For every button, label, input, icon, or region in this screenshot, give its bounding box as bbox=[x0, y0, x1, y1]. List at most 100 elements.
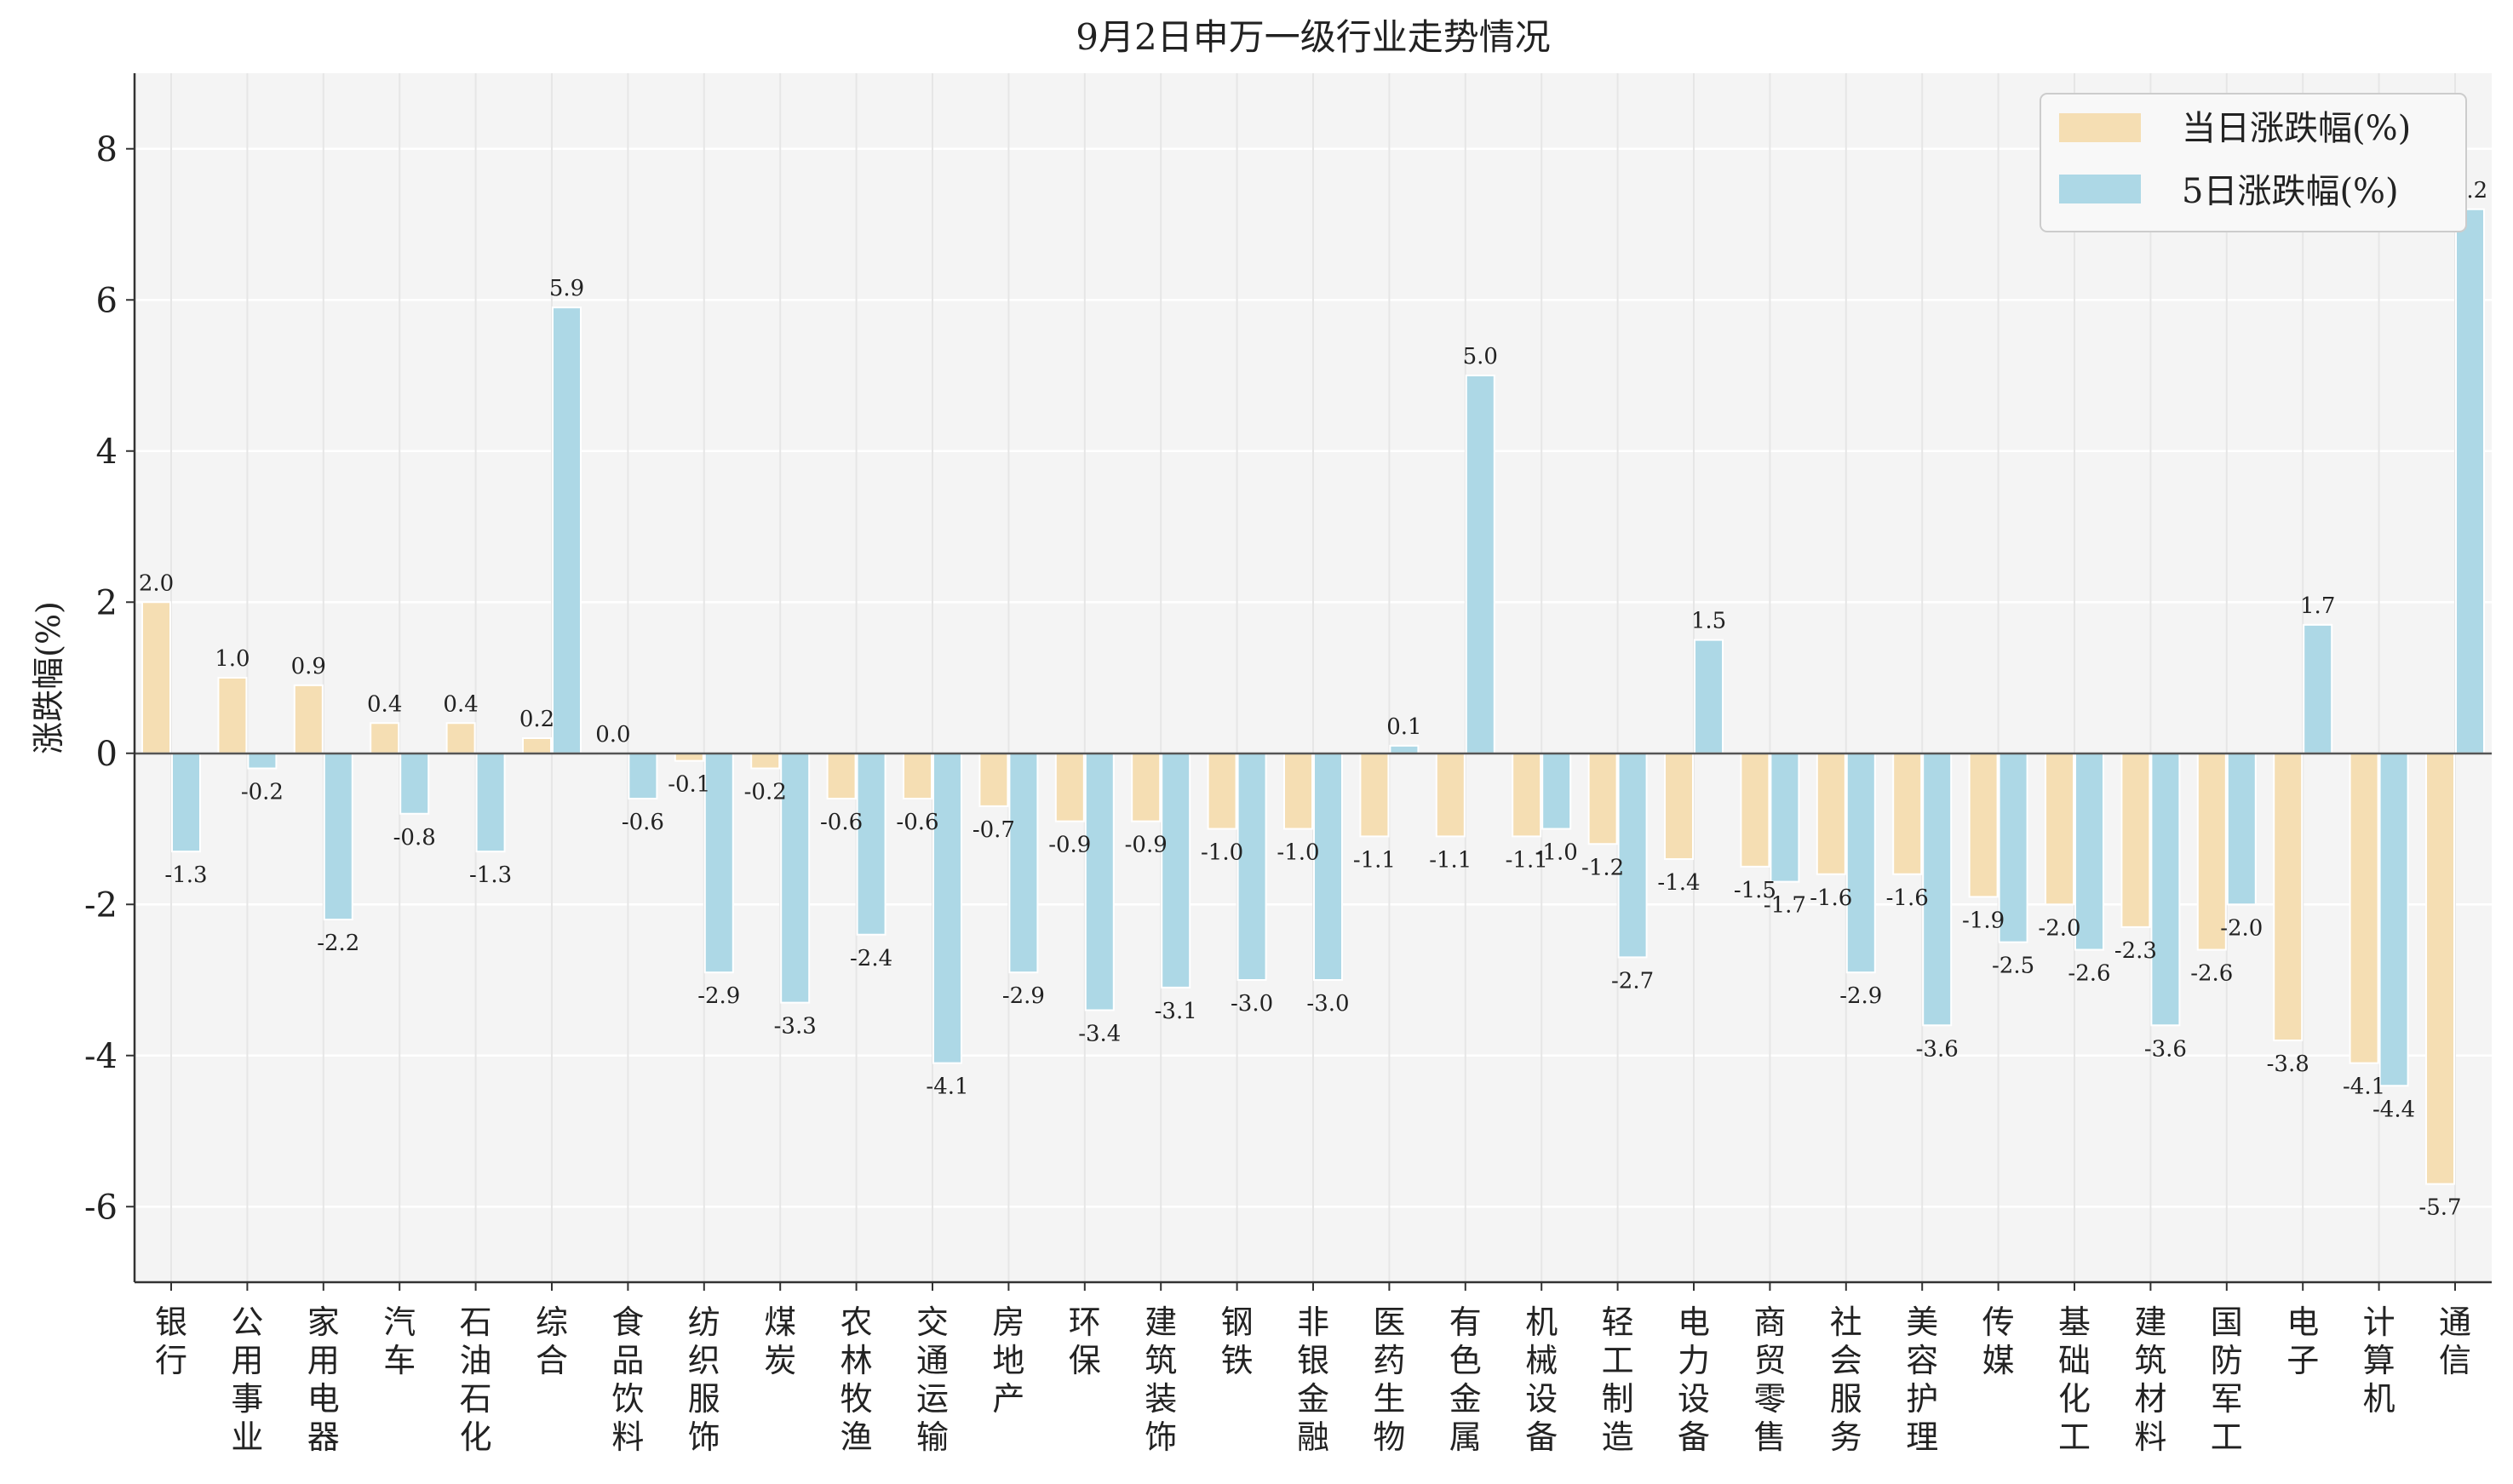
data-label-daily: 1.0 bbox=[215, 646, 250, 672]
x-tick-label: 机械设备 bbox=[1525, 1304, 1558, 1456]
data-label-daily: -0.1 bbox=[668, 772, 710, 798]
legend-swatch-daily bbox=[2059, 113, 2141, 142]
data-label-five-day: 5.0 bbox=[1463, 344, 1498, 370]
bars-layer bbox=[141, 208, 2485, 1185]
data-label-daily: -1.2 bbox=[1581, 855, 1624, 880]
bar-five-day bbox=[323, 752, 353, 920]
data-label-daily: -5.7 bbox=[2418, 1195, 2461, 1221]
data-label-daily: -1.1 bbox=[1353, 847, 1396, 873]
x-tick-label: 社会服务 bbox=[1830, 1304, 1862, 1456]
bar-five-day bbox=[1465, 375, 1495, 754]
x-tick-label: 交通运输 bbox=[916, 1304, 949, 1456]
bar-daily bbox=[445, 722, 476, 754]
data-label-five-day: -1.3 bbox=[164, 862, 207, 888]
x-tick-label: 汽车 bbox=[383, 1304, 416, 1379]
data-label-daily: -1.1 bbox=[1506, 847, 1548, 873]
x-tick-label: 纺织服饰 bbox=[688, 1304, 720, 1456]
bar-daily bbox=[750, 752, 781, 770]
bar-five-day bbox=[247, 752, 278, 770]
x-tick-label: 电子 bbox=[2286, 1304, 2319, 1379]
bar-daily bbox=[2349, 752, 2379, 1064]
data-label-daily: 0.4 bbox=[443, 691, 478, 717]
data-label-five-day: -1.7 bbox=[1764, 893, 1806, 919]
data-label-five-day: 1.5 bbox=[1691, 609, 1726, 634]
data-label-five-day: -3.6 bbox=[2144, 1036, 2187, 1062]
bar-daily bbox=[2273, 752, 2304, 1041]
data-label-daily: -1.5 bbox=[1734, 878, 1776, 903]
x-tick-label: 家用电器 bbox=[307, 1304, 340, 1456]
bar-five-day bbox=[1845, 752, 1876, 974]
data-label-five-day: -0.8 bbox=[393, 825, 436, 851]
bar-five-day bbox=[399, 752, 430, 815]
bar-five-day bbox=[780, 752, 811, 1004]
data-label-daily: -1.4 bbox=[1657, 870, 1700, 896]
data-label-daily: -2.6 bbox=[2190, 961, 2233, 987]
bar-five-day bbox=[1084, 752, 1115, 1011]
x-tick-label: 美容护理 bbox=[1906, 1304, 1938, 1456]
y-tick-label: 0 bbox=[96, 735, 118, 774]
bar-daily bbox=[1816, 752, 1846, 875]
bar-five-day bbox=[1770, 752, 1800, 883]
x-tick-label: 电力设备 bbox=[1678, 1304, 1710, 1456]
bar-daily bbox=[1207, 752, 1237, 830]
data-label-five-day: -0.2 bbox=[241, 780, 284, 805]
y-tick-label: -6 bbox=[84, 1188, 118, 1227]
bar-five-day bbox=[2074, 752, 2104, 951]
bar-daily bbox=[1892, 752, 1923, 875]
data-label-daily: -1.6 bbox=[1886, 885, 1929, 911]
data-label-five-day: 5.9 bbox=[549, 276, 584, 301]
data-label-five-day: -1.3 bbox=[469, 862, 512, 888]
data-label-five-day: -4.4 bbox=[2372, 1097, 2415, 1122]
bar-five-day bbox=[1313, 752, 1343, 981]
bar-five-day bbox=[2303, 623, 2333, 754]
x-tick-label: 轻工制造 bbox=[1602, 1304, 1634, 1456]
x-tick-label: 基础化工 bbox=[2058, 1304, 2091, 1456]
x-tick-label: 计算机 bbox=[2363, 1304, 2395, 1418]
bar-daily bbox=[1664, 752, 1694, 860]
bar-five-day bbox=[1236, 752, 1267, 981]
legend-swatch-five-day bbox=[2059, 175, 2141, 203]
data-label-five-day: -3.6 bbox=[1916, 1036, 1959, 1062]
data-label-daily: -2.0 bbox=[2038, 915, 2080, 941]
bar-daily bbox=[1435, 752, 1466, 838]
data-label-daily: -0.6 bbox=[820, 810, 863, 835]
bar-daily bbox=[1587, 752, 1618, 845]
data-label-five-day: -2.4 bbox=[850, 946, 892, 971]
y-tick-label: 6 bbox=[96, 281, 118, 320]
data-label-daily: -1.6 bbox=[1810, 885, 1852, 911]
data-label-five-day: 1.7 bbox=[2300, 593, 2335, 619]
data-label-daily: -1.1 bbox=[1429, 847, 1472, 873]
y-tick-label: 8 bbox=[96, 130, 118, 169]
x-tick-label: 煤炭 bbox=[764, 1304, 796, 1379]
x-tick-label: 房地产 bbox=[992, 1304, 1024, 1418]
y-tick-label: 2 bbox=[96, 583, 118, 622]
data-label-five-day: -3.0 bbox=[1231, 991, 1273, 1017]
bar-daily bbox=[522, 737, 552, 754]
x-tick-label: 传媒 bbox=[1982, 1304, 2015, 1379]
data-label-daily: -1.0 bbox=[1277, 840, 1319, 866]
data-label-daily: 0.9 bbox=[291, 654, 326, 679]
bar-five-day bbox=[171, 752, 201, 853]
y-tick-label: 4 bbox=[96, 433, 118, 472]
bar-five-day bbox=[1998, 752, 2028, 943]
y-tick-label: -2 bbox=[84, 885, 118, 925]
x-tick-label: 建筑装饰 bbox=[1145, 1304, 1177, 1456]
bar-daily bbox=[1740, 752, 1770, 868]
bar-five-day bbox=[1389, 744, 1420, 754]
x-tick-label: 非银金融 bbox=[1297, 1304, 1329, 1456]
bar-daily bbox=[2120, 752, 2151, 928]
bar-five-day bbox=[856, 752, 886, 936]
legend-label-daily: 当日涨跌幅(%) bbox=[2182, 109, 2411, 148]
x-tick-label: 医药生物 bbox=[1373, 1304, 1405, 1456]
legend-label-five-day: 5日涨跌幅(%) bbox=[2182, 172, 2399, 211]
bar-five-day bbox=[1161, 752, 1191, 988]
data-label-five-day: -2.2 bbox=[317, 931, 359, 956]
data-label-daily: 0.0 bbox=[595, 722, 630, 748]
data-label-five-day: -2.7 bbox=[1611, 968, 1654, 994]
bar-daily bbox=[1283, 752, 1313, 830]
x-tick-label: 环保 bbox=[1069, 1304, 1101, 1379]
bar-five-day bbox=[628, 752, 658, 799]
bar-daily bbox=[217, 677, 248, 754]
bar-daily bbox=[978, 752, 1009, 807]
bar-five-day bbox=[1922, 752, 1953, 1027]
